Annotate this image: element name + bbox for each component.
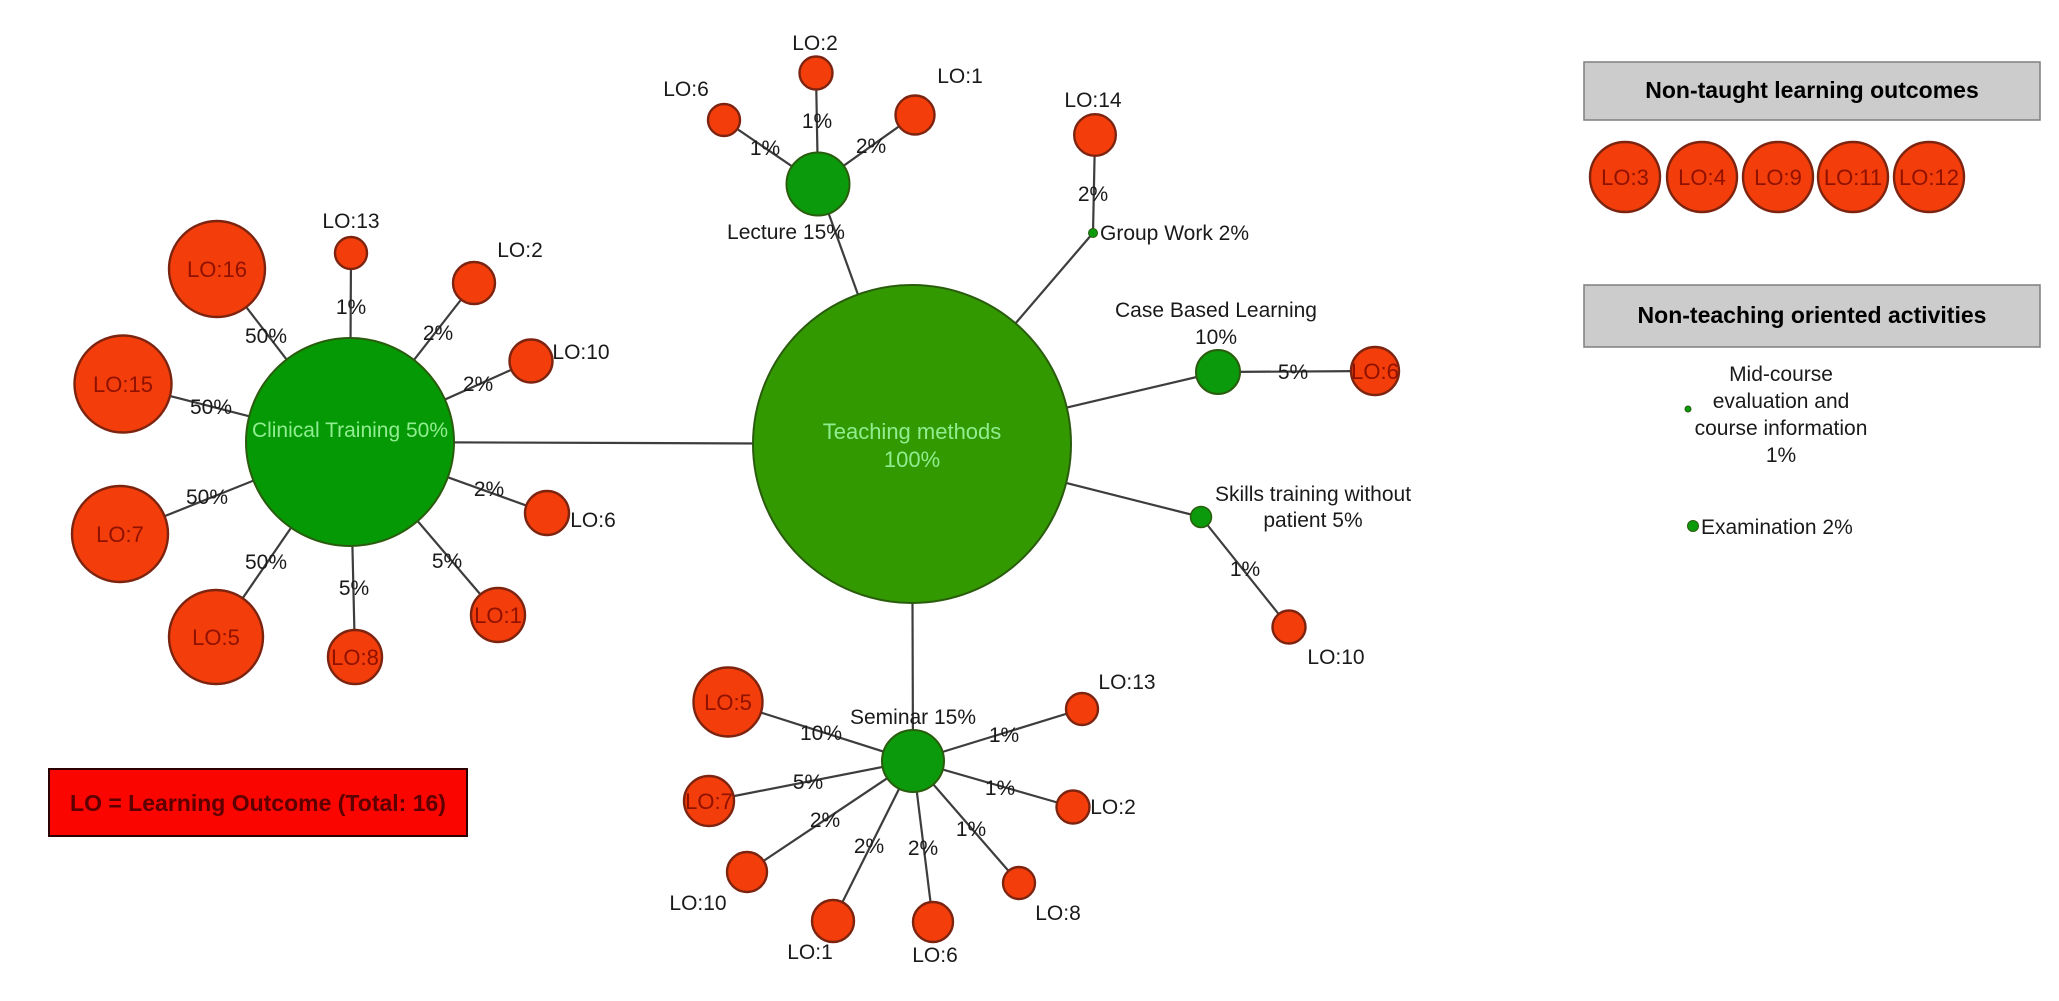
svg-text:1%: 1% xyxy=(750,137,780,160)
svg-text:1%: 1% xyxy=(802,110,832,133)
svg-text:LO:10: LO:10 xyxy=(669,892,726,915)
svg-text:10%: 10% xyxy=(800,722,842,745)
svg-text:LO:10: LO:10 xyxy=(552,341,609,364)
svg-text:2%: 2% xyxy=(908,837,938,860)
svg-text:LO:14: LO:14 xyxy=(1064,89,1122,112)
svg-text:1%: 1% xyxy=(336,296,366,319)
svg-text:LO:13: LO:13 xyxy=(322,210,379,233)
svg-text:1%: 1% xyxy=(985,777,1015,800)
svg-text:Clinical Training 50%: Clinical Training 50% xyxy=(252,419,448,442)
svg-text:LO:10: LO:10 xyxy=(1307,646,1364,669)
svg-text:LO:7: LO:7 xyxy=(685,789,733,814)
svg-text:evaluation and: evaluation and xyxy=(1713,390,1850,413)
svg-text:Seminar 15%: Seminar 15% xyxy=(850,706,976,729)
svg-text:Case Based Learning: Case Based Learning xyxy=(1115,299,1317,322)
svg-text:2%: 2% xyxy=(810,809,840,832)
svg-text:2%: 2% xyxy=(463,373,493,396)
svg-text:LO:5: LO:5 xyxy=(192,625,240,650)
svg-text:LO:6: LO:6 xyxy=(663,78,709,101)
svg-text:2%: 2% xyxy=(1078,183,1108,206)
svg-text:LO:1: LO:1 xyxy=(787,941,833,964)
svg-text:5%: 5% xyxy=(432,550,462,573)
svg-text:Group Work 2%: Group Work 2% xyxy=(1100,222,1249,245)
svg-text:Skills training without: Skills training without xyxy=(1215,483,1411,506)
svg-text:Mid-course: Mid-course xyxy=(1729,363,1833,386)
svg-text:LO:2: LO:2 xyxy=(1090,796,1136,819)
svg-text:patient 5%: patient 5% xyxy=(1263,509,1362,532)
svg-text:5%: 5% xyxy=(1278,361,1308,384)
svg-text:50%: 50% xyxy=(186,486,228,509)
svg-text:1%: 1% xyxy=(1230,558,1260,581)
svg-text:LO:6: LO:6 xyxy=(912,944,958,967)
svg-text:LO:2: LO:2 xyxy=(792,32,838,55)
svg-text:5%: 5% xyxy=(339,577,369,600)
svg-text:Examination 2%: Examination 2% xyxy=(1701,516,1853,539)
svg-text:2%: 2% xyxy=(423,322,453,345)
svg-text:LO:15: LO:15 xyxy=(93,372,153,397)
svg-text:LO:11: LO:11 xyxy=(1824,165,1882,190)
svg-text:2%: 2% xyxy=(854,835,884,858)
svg-text:LO:3: LO:3 xyxy=(1601,165,1649,190)
svg-text:course information: course information xyxy=(1695,417,1868,440)
svg-text:Teaching methods: Teaching methods xyxy=(823,419,1002,444)
svg-text:LO:13: LO:13 xyxy=(1098,671,1155,694)
svg-text:LO:7: LO:7 xyxy=(96,522,144,547)
svg-text:50%: 50% xyxy=(245,551,287,574)
svg-text:LO:6: LO:6 xyxy=(1351,359,1399,384)
svg-text:5%: 5% xyxy=(793,771,823,794)
svg-text:LO:5: LO:5 xyxy=(704,690,752,715)
svg-text:LO:8: LO:8 xyxy=(331,645,379,670)
svg-text:1%: 1% xyxy=(1766,444,1796,467)
svg-text:1%: 1% xyxy=(989,724,1019,747)
svg-text:LO = Learning Outcome (Total:: LO = Learning Outcome (Total: 16) xyxy=(70,790,446,816)
svg-text:LO:8: LO:8 xyxy=(1035,902,1081,925)
svg-text:LO:1: LO:1 xyxy=(937,65,983,88)
svg-text:LO:6: LO:6 xyxy=(570,509,616,532)
svg-text:100%: 100% xyxy=(884,447,940,472)
svg-text:10%: 10% xyxy=(1195,326,1237,349)
svg-text:LO:12: LO:12 xyxy=(1899,165,1959,190)
svg-text:1%: 1% xyxy=(956,818,986,841)
svg-text:50%: 50% xyxy=(245,325,287,348)
svg-text:LO:9: LO:9 xyxy=(1754,165,1802,190)
svg-text:LO:2: LO:2 xyxy=(497,239,543,262)
svg-text:LO:16: LO:16 xyxy=(187,257,247,282)
svg-text:LO:1: LO:1 xyxy=(474,603,522,628)
svg-text:50%: 50% xyxy=(190,396,232,419)
svg-text:LO:4: LO:4 xyxy=(1678,165,1726,190)
svg-text:Lecture 15%: Lecture 15% xyxy=(727,221,845,244)
svg-text:2%: 2% xyxy=(474,478,504,501)
svg-text:2%: 2% xyxy=(856,135,886,158)
svg-text:Non-taught learning outcomes: Non-taught learning outcomes xyxy=(1645,77,1979,103)
svg-text:Non-teaching oriented activiti: Non-teaching oriented activities xyxy=(1638,302,1987,328)
